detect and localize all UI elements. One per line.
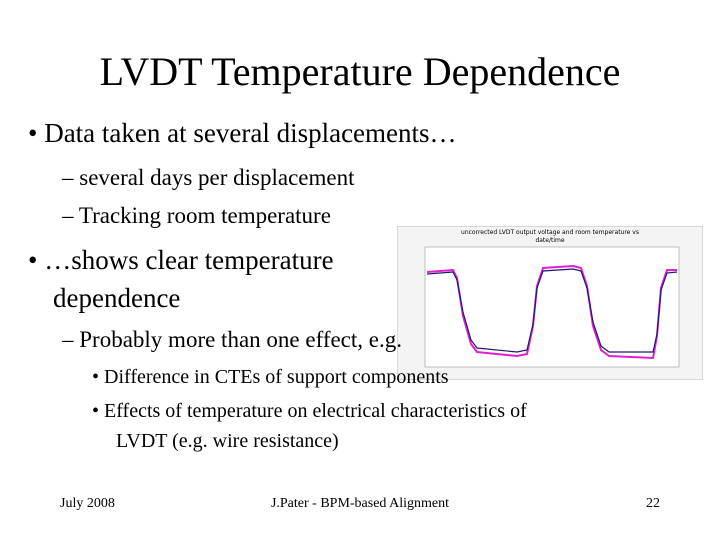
- sub-bullet-text: Tracking room temperature: [78, 203, 331, 228]
- footer-center: J.Pater - BPM-based Alignment: [270, 496, 450, 511]
- sub-bullet-text: Probably more than one effect, e.g.: [79, 327, 402, 352]
- sub-sub-bullet: • Difference in CTEs of support componen…: [92, 366, 449, 388]
- sub-bullet: – Probably more than one effect, e.g.: [62, 327, 402, 352]
- footer-date: July 2008: [60, 496, 115, 511]
- bullet-text: Data taken at several displacements…: [44, 118, 457, 148]
- chart-title: uncorrected LVDT output voltage and room…: [461, 229, 639, 236]
- sub-sub-bullet-text: Effects of temperature on electrical cha…: [104, 400, 527, 422]
- embedded-chart: uncorrected LVDT output voltage and room…: [397, 226, 703, 380]
- chart-title: date/time: [535, 237, 564, 244]
- page-number: 22: [646, 496, 660, 511]
- bullet: • Data taken at several displacements…: [28, 118, 457, 148]
- sub-bullet-text: several days per displacement: [79, 165, 355, 190]
- slide-title: LVDT Temperature Dependence: [99, 49, 621, 94]
- sub-sub-bullet-text: LVDT (e.g. wire resistance): [116, 430, 339, 452]
- sub-sub-bullet-text: Difference in CTEs of support components: [104, 366, 449, 388]
- bullet-text: …shows clear temperature: [44, 245, 334, 275]
- sub-sub-bullet: • Effects of temperature on electrical c…: [92, 400, 527, 422]
- sub-bullet: – Tracking room temperature: [62, 203, 331, 228]
- bullet-text: dependence: [53, 283, 181, 313]
- bullet: • …shows clear temperature: [28, 245, 334, 275]
- sub-bullet: – several days per displacement: [62, 165, 355, 190]
